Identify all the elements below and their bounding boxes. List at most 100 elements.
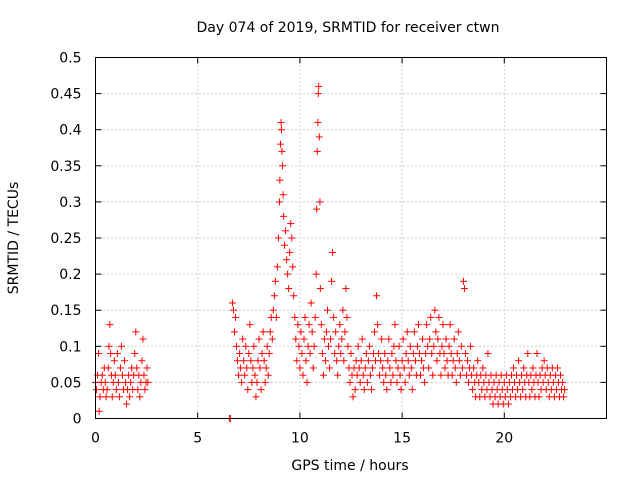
data-point	[134, 386, 142, 394]
data-point	[377, 357, 385, 365]
data-point	[364, 357, 372, 365]
data-point	[388, 350, 396, 358]
data-point	[237, 364, 245, 372]
data-point	[371, 328, 379, 336]
data-point	[311, 313, 319, 321]
data-point	[131, 350, 139, 358]
data-point	[437, 371, 445, 379]
data-point	[293, 357, 301, 365]
data-point	[261, 378, 269, 386]
data-point	[319, 371, 327, 379]
data-point	[416, 371, 424, 379]
data-point	[335, 342, 343, 350]
data-point	[104, 364, 112, 372]
data-point	[439, 321, 447, 329]
data-point	[255, 335, 263, 343]
data-point	[445, 342, 453, 350]
data-point	[389, 371, 397, 379]
data-point	[133, 364, 141, 372]
data-point	[257, 386, 265, 394]
data-point	[456, 371, 464, 379]
data-point	[337, 350, 345, 358]
data-point	[459, 277, 467, 285]
data-point	[93, 386, 101, 394]
data-point	[454, 328, 462, 336]
data-point	[395, 342, 403, 350]
data-point	[540, 357, 548, 365]
data-point	[400, 364, 408, 372]
data-point	[331, 350, 339, 358]
data-point	[274, 234, 282, 242]
data-point	[560, 393, 568, 401]
data-point	[467, 342, 475, 350]
data-point	[440, 350, 448, 358]
y-tick-label: 0.4	[59, 123, 81, 139]
data-point	[113, 350, 121, 358]
data-point	[276, 176, 284, 184]
y-axis-tick-labels: 0 0.05 0.1 0.15 0.2 0.25 0.3 0.35 0.4 0.45 0.5	[50, 51, 81, 428]
data-point	[426, 335, 434, 343]
y-tick-label: 0	[73, 412, 82, 428]
data-point	[399, 335, 407, 343]
data-point	[553, 364, 561, 372]
data-point	[310, 342, 318, 350]
data-point	[230, 328, 238, 336]
data-point	[318, 350, 326, 358]
data-point	[398, 357, 406, 365]
data-point	[385, 335, 393, 343]
data-point	[315, 82, 323, 90]
data-point	[141, 386, 149, 394]
data-point	[515, 357, 523, 365]
data-point	[300, 335, 308, 343]
data-point	[384, 357, 392, 365]
data-point	[244, 386, 252, 394]
data-point	[367, 386, 375, 394]
data-point	[250, 342, 258, 350]
data-point	[455, 357, 463, 365]
data-point	[346, 378, 354, 386]
data-point	[561, 386, 569, 394]
chart-title: Day 074 of 2019, SRMTID for receiver ctw…	[197, 20, 500, 36]
data-point	[118, 371, 126, 379]
data-point	[127, 378, 135, 386]
data-point	[520, 364, 528, 372]
data-point	[303, 378, 311, 386]
data-point	[325, 342, 333, 350]
data-point	[449, 357, 457, 365]
data-point	[405, 371, 413, 379]
data-point	[263, 342, 271, 350]
data-point	[243, 364, 251, 372]
data-point	[431, 306, 439, 314]
data-point	[321, 357, 329, 365]
data-point	[278, 126, 286, 134]
data-point	[317, 321, 325, 329]
data-point	[524, 350, 532, 358]
data-point	[253, 378, 261, 386]
data-point	[366, 371, 374, 379]
data-point	[315, 133, 323, 141]
x-tick-label: 5	[193, 431, 202, 447]
data-point	[136, 393, 144, 401]
data-point	[115, 393, 123, 401]
data-point	[424, 342, 432, 350]
data-point	[329, 248, 337, 256]
data-point	[232, 313, 240, 321]
data-point	[401, 378, 409, 386]
data-point	[323, 306, 331, 314]
data-point	[464, 357, 472, 365]
data-point	[428, 350, 436, 358]
data-point	[249, 364, 257, 372]
data-point	[386, 364, 394, 372]
data-point	[373, 292, 381, 300]
data-point	[268, 335, 276, 343]
data-point	[362, 350, 370, 358]
data-point	[457, 342, 465, 350]
data-point	[111, 371, 119, 379]
data-point	[312, 270, 320, 278]
data-point	[380, 378, 388, 386]
data-point	[322, 328, 330, 336]
data-point	[427, 313, 435, 321]
y-tick-label: 0.1	[59, 339, 81, 355]
data-point	[347, 350, 355, 358]
data-point	[343, 313, 351, 321]
